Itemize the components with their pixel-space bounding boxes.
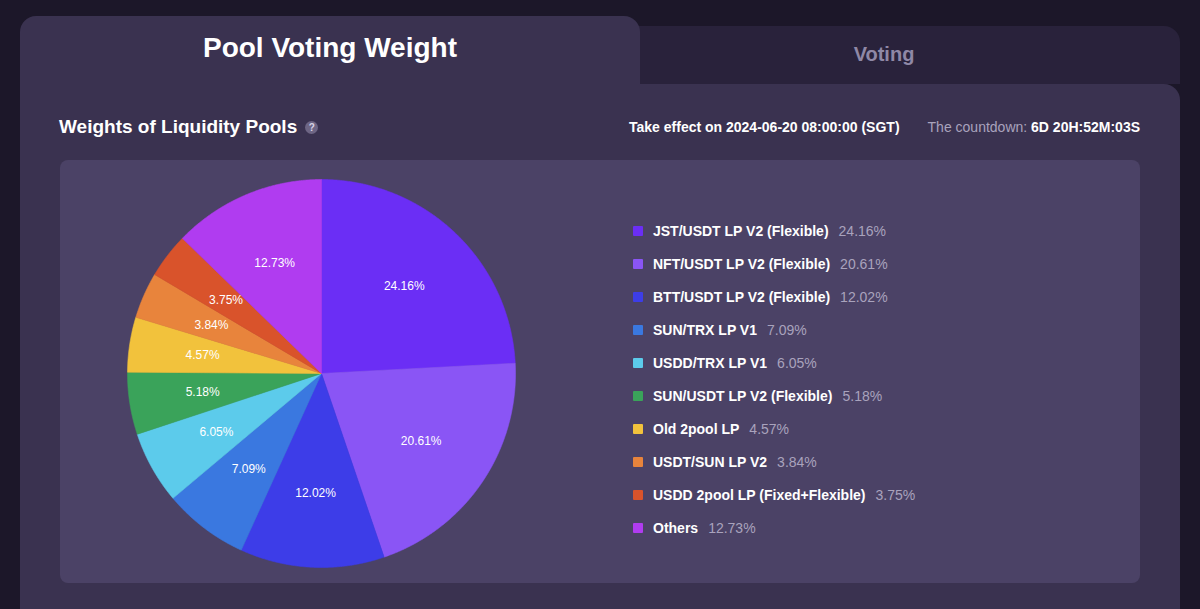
svg-text:5.18%: 5.18% bbox=[186, 385, 220, 399]
html-text:6.05%: 6.05% bbox=[777, 354, 817, 371]
html-text:3.84%: 3.84% bbox=[777, 453, 817, 470]
html-text:USDT/SUN LP V2: USDT/SUN LP V2 bbox=[653, 453, 768, 470]
svg-text:7.09%: 7.09% bbox=[232, 462, 266, 476]
html-text:Pool Voting Weight: Pool Voting Weight bbox=[203, 32, 457, 63]
svg-text:3.75%: 3.75% bbox=[209, 293, 243, 307]
html-text:BTT/USDT LP V2 (Flexible): BTT/USDT LP V2 (Flexible) bbox=[653, 288, 831, 305]
svg-text:12.02%: 12.02% bbox=[295, 486, 336, 500]
html-text:Weights of Liquidity Pools: Weights of Liquidity Pools bbox=[59, 116, 298, 137]
html-text:USDD/TRX LP V1: USDD/TRX LP V1 bbox=[653, 354, 768, 371]
html-text:12.73%: 12.73% bbox=[708, 519, 756, 536]
html-text:3.75%: 3.75% bbox=[875, 486, 916, 503]
svg-text:12.73%: 12.73% bbox=[254, 256, 295, 270]
html-text:Old 2pool LP: Old 2pool LP bbox=[653, 420, 740, 437]
html-text:7.09%: 7.09% bbox=[767, 321, 807, 338]
svg-text:20.61%: 20.61% bbox=[401, 434, 442, 448]
svg-text:3.84%: 3.84% bbox=[194, 318, 228, 332]
html-text:20.61%: 20.61% bbox=[840, 255, 888, 272]
html-text:USDD 2pool LP (Fixed+Flexible): USDD 2pool LP (Fixed+Flexible) bbox=[653, 486, 866, 503]
html-text:NFT/USDT LP V2 (Flexible): NFT/USDT LP V2 (Flexible) bbox=[653, 255, 831, 272]
html-text:Voting: Voting bbox=[853, 43, 915, 65]
html-text:SUN/USDT LP V2 (Flexible): SUN/USDT LP V2 (Flexible) bbox=[653, 387, 833, 404]
html-text:Take effect on 2024-06-20 08:0: Take effect on 2024-06-20 08:00:00 (SGT) bbox=[629, 119, 900, 135]
svg-text:6.05%: 6.05% bbox=[199, 425, 233, 439]
svg-text:24.16%: 24.16% bbox=[384, 279, 425, 293]
svg-text:4.57%: 4.57% bbox=[186, 348, 220, 362]
html-text:24.16%: 24.16% bbox=[838, 222, 886, 239]
html-text:12.02%: 12.02% bbox=[840, 288, 888, 305]
html-text:The countdown: 6D 20H:52M:03S: The countdown: 6D 20H:52M:03S bbox=[927, 119, 1140, 135]
html-text:5.18%: 5.18% bbox=[842, 387, 883, 404]
html-text:Others: Others bbox=[653, 519, 699, 536]
html-text:JST/USDT LP V2 (Flexible): JST/USDT LP V2 (Flexible) bbox=[653, 222, 829, 239]
html-text:SUN/TRX LP V1: SUN/TRX LP V1 bbox=[653, 321, 757, 338]
html-text:4.57%: 4.57% bbox=[749, 420, 789, 437]
